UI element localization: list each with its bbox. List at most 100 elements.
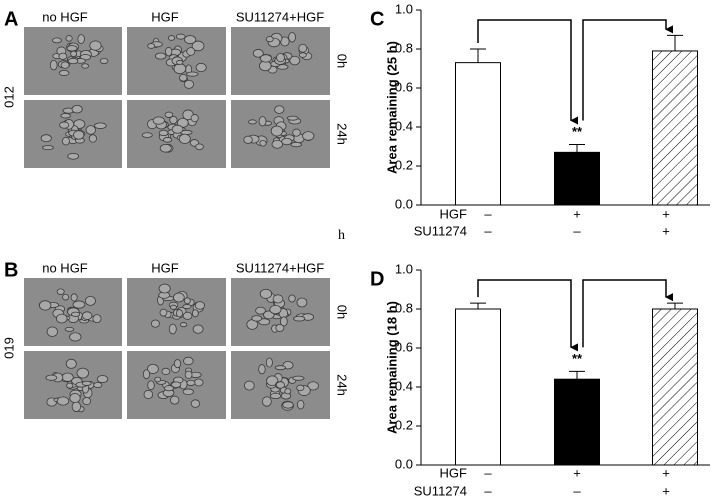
factor-level: – bbox=[484, 223, 492, 238]
cell bbox=[72, 300, 86, 309]
cell bbox=[173, 359, 182, 369]
error-bar bbox=[470, 48, 486, 63]
cell bbox=[42, 145, 54, 151]
cell bbox=[58, 52, 68, 60]
panel-label: D bbox=[370, 268, 384, 290]
cell bbox=[92, 314, 102, 324]
column-header: HGF bbox=[151, 9, 179, 24]
cell bbox=[55, 313, 68, 324]
cell bbox=[183, 79, 195, 89]
cell bbox=[85, 125, 96, 135]
cell bbox=[147, 380, 155, 391]
cell bbox=[150, 319, 160, 328]
cell bbox=[270, 392, 282, 400]
cell bbox=[265, 357, 273, 368]
cell bbox=[276, 53, 285, 63]
cell bbox=[67, 57, 79, 65]
error-bar bbox=[569, 370, 585, 380]
cell bbox=[266, 375, 279, 387]
cell bbox=[258, 364, 266, 375]
cell bbox=[191, 309, 199, 318]
factor-level: + bbox=[662, 206, 670, 221]
cell bbox=[293, 315, 306, 322]
cell bbox=[182, 304, 192, 310]
cell bbox=[40, 134, 52, 143]
annotation: ** bbox=[572, 124, 583, 139]
cell bbox=[73, 130, 85, 140]
cell bbox=[190, 399, 200, 408]
cell bbox=[252, 49, 264, 58]
factor-level: + bbox=[573, 465, 581, 480]
cell bbox=[56, 396, 70, 406]
cell bbox=[45, 374, 58, 381]
cell bbox=[296, 297, 308, 308]
y-axis-label: Area remaining (18 h) bbox=[384, 301, 399, 434]
cell bbox=[179, 322, 188, 328]
cell bbox=[70, 311, 81, 317]
y-tick-label: 0.2 bbox=[395, 417, 413, 432]
row-label: 0h bbox=[335, 54, 350, 68]
y-tick-label: 0.4 bbox=[395, 118, 413, 133]
panel-label: C bbox=[370, 8, 384, 30]
cell bbox=[290, 141, 302, 148]
error-bar bbox=[569, 144, 585, 153]
cell bbox=[270, 125, 284, 137]
cell bbox=[186, 47, 196, 56]
cell bbox=[183, 356, 194, 366]
cell bbox=[146, 363, 159, 374]
cell bbox=[69, 393, 81, 404]
cell bbox=[96, 375, 109, 383]
cell bbox=[89, 40, 102, 51]
cell bbox=[175, 33, 186, 40]
bracket bbox=[582, 279, 673, 348]
cell bbox=[158, 283, 171, 294]
cell bbox=[258, 116, 267, 127]
cell bbox=[274, 365, 286, 371]
cell bbox=[288, 32, 296, 43]
cell bbox=[272, 294, 284, 304]
cell bbox=[39, 300, 52, 311]
cell bbox=[183, 297, 191, 305]
column-header: SU11274+HGF bbox=[236, 260, 324, 275]
cell bbox=[70, 293, 78, 302]
cell bbox=[64, 326, 75, 332]
row-label: 24h bbox=[335, 374, 350, 396]
cell bbox=[298, 52, 307, 58]
error-bar bbox=[470, 302, 486, 309]
cell bbox=[275, 381, 286, 389]
cell bbox=[164, 111, 174, 118]
cell bbox=[65, 358, 77, 369]
cell bbox=[281, 137, 293, 146]
cell bbox=[190, 114, 199, 123]
cell bbox=[71, 104, 83, 114]
cell bbox=[141, 132, 153, 138]
cell bbox=[154, 52, 167, 60]
cell bbox=[195, 143, 204, 151]
cell bbox=[142, 369, 151, 380]
cell bbox=[173, 63, 187, 75]
cell bbox=[286, 115, 299, 121]
factor-name: HGF bbox=[440, 206, 468, 221]
bar bbox=[554, 378, 600, 466]
cell bbox=[182, 311, 193, 320]
factor-name: SU11274 bbox=[414, 223, 467, 238]
bracket bbox=[477, 19, 578, 125]
y-tick-label: 1.0 bbox=[395, 261, 413, 276]
cell bbox=[51, 37, 62, 44]
panel-label: B bbox=[4, 259, 18, 281]
cell bbox=[159, 308, 168, 317]
cell bbox=[296, 399, 305, 410]
cell bbox=[169, 115, 178, 124]
cell bbox=[46, 326, 58, 337]
cell bbox=[70, 50, 78, 58]
cell bbox=[261, 396, 272, 407]
cell bbox=[168, 323, 177, 335]
row-group-label: 019 bbox=[1, 337, 16, 359]
cell bbox=[66, 45, 78, 52]
cell bbox=[158, 129, 169, 137]
y-tick-label: 0.0 bbox=[395, 456, 413, 471]
cell bbox=[191, 40, 205, 52]
bracket bbox=[582, 19, 673, 121]
y-tick-label: 0.8 bbox=[395, 300, 413, 315]
cell bbox=[88, 134, 97, 143]
